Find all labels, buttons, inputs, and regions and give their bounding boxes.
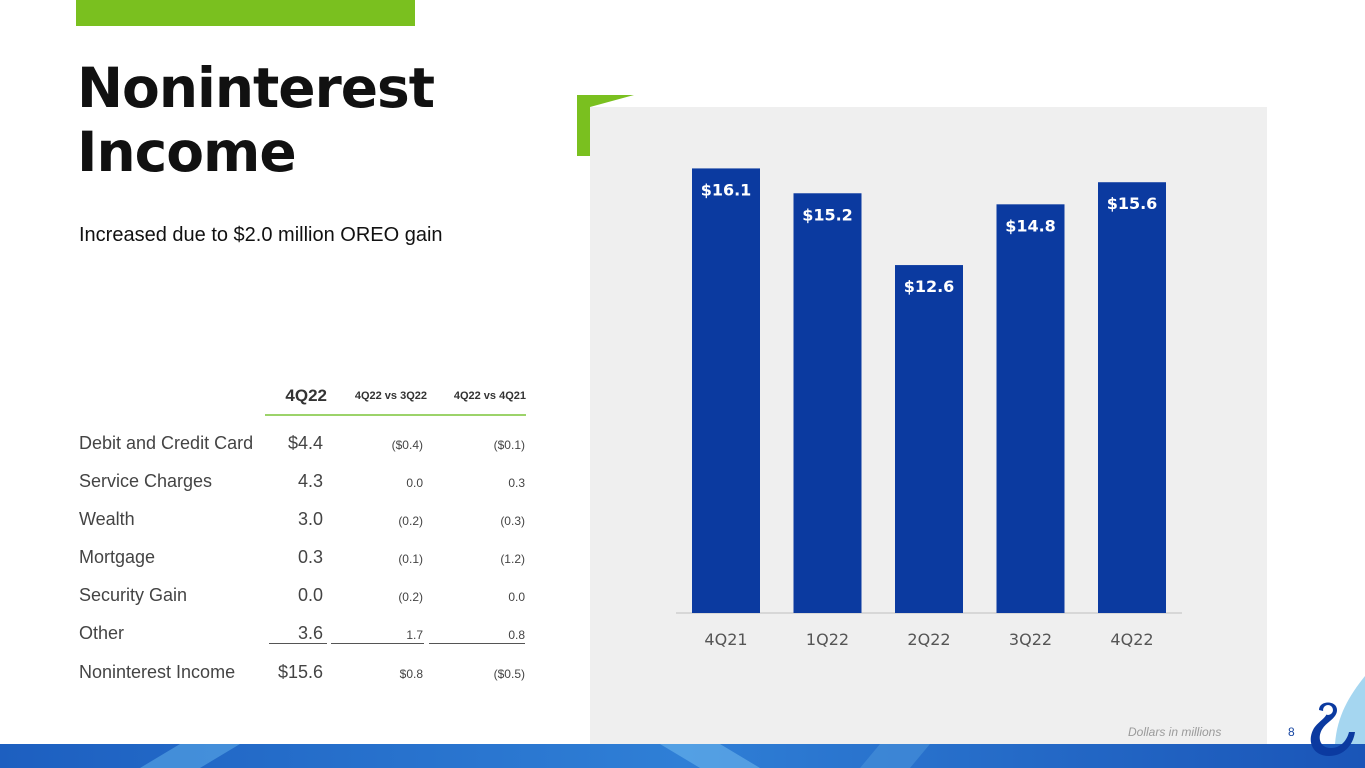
value-vs-3q22: 0.0 (406, 476, 423, 490)
table-row: Wealth 3.0 (0.2) (0.3) (79, 509, 529, 539)
footnote: Dollars in millions (1128, 725, 1222, 739)
row-label: Security Gain (79, 585, 188, 605)
value-vs-4q21: ($0.5) (493, 667, 525, 681)
value-vs-4q21: 0.3 (508, 476, 525, 490)
x-tick-label: 4Q22 (1110, 630, 1153, 649)
table-row: Service Charges 4.3 0.0 0.3 (79, 471, 529, 501)
data-label: $16.1 (701, 180, 752, 199)
green-corner-accent (577, 95, 634, 156)
x-tick-label: 2Q22 (907, 630, 950, 649)
value-vs-3q22: ($0.4) (391, 438, 423, 452)
title-line-1: Noninterest (77, 56, 435, 120)
data-label: $15.2 (802, 205, 853, 224)
column-header-4q22: 4Q22 (285, 386, 327, 405)
bar-chart: $16.1 4Q21 $15.2 1Q22 $12.6 2Q22 $14.8 3Q22 $15.… (676, 168, 1182, 649)
data-label: $12.6 (904, 277, 955, 296)
row-label: Service Charges (79, 471, 213, 491)
value-4q22: 3.0 (297, 509, 323, 529)
value-4q22: 4.3 (297, 471, 323, 491)
value-vs-4q21: (0.3) (500, 514, 525, 528)
row-label: Other (79, 623, 125, 643)
data-label: $14.8 (1005, 216, 1056, 235)
page-number: 8 (1288, 725, 1295, 739)
value-vs-3q22: (0.1) (398, 552, 423, 566)
value-4q22: 0.0 (297, 585, 323, 605)
table-row: Mortgage 0.3 (0.1) (1.2) (79, 547, 529, 577)
subtotal-underline (331, 643, 424, 644)
bar-4q21 (692, 168, 760, 613)
value-4q22: 3.6 (297, 623, 323, 643)
table-row: Other 3.6 1.7 0.8 (79, 623, 529, 653)
row-label: Noninterest Income (79, 662, 236, 682)
row-label: Mortgage (79, 547, 156, 567)
value-vs-3q22: $0.8 (399, 667, 423, 681)
value-vs-3q22: (0.2) (398, 590, 423, 604)
bar-4q22 (1098, 182, 1166, 613)
bar-1q22 (793, 193, 862, 613)
column-header-vs-4q21: 4Q22 vs 4Q21 (453, 390, 526, 402)
header-divider (265, 414, 526, 416)
row-label: Wealth (79, 509, 135, 529)
x-tick-label: 1Q22 (806, 630, 849, 649)
slide-subtitle: Increased due to $2.0 million OREO gain (79, 224, 443, 246)
value-4q22: $15.6 (277, 662, 323, 682)
slide-title: Noninterest Income (77, 56, 435, 184)
bar-3q22 (996, 204, 1065, 613)
subtotal-underline (429, 643, 525, 644)
bar-2q22 (895, 265, 963, 613)
x-tick-label: 4Q21 (704, 630, 747, 649)
value-vs-4q21: (1.2) (500, 552, 525, 566)
row-label: Debit and Credit Card (79, 433, 254, 453)
column-header-vs-3q22: 4Q22 vs 3Q22 (354, 390, 427, 402)
value-vs-3q22: 1.7 (406, 628, 423, 642)
bottom-decorative-band (0, 744, 1365, 768)
value-vs-4q21: ($0.1) (493, 438, 525, 452)
title-line-2: Income (77, 120, 297, 184)
table-row: Debit and Credit Card $4.4 ($0.4) ($0.1) (79, 433, 529, 463)
value-vs-4q21: 0.0 (508, 590, 525, 604)
table-row: Security Gain 0.0 (0.2) 0.0 (79, 585, 529, 615)
value-4q22: $4.4 (287, 433, 323, 453)
x-tick-label: 3Q22 (1009, 630, 1052, 649)
value-vs-4q21: 0.8 (508, 628, 525, 642)
accent-bar (76, 0, 415, 26)
subtotal-underline (269, 643, 327, 644)
value-4q22: 0.3 (297, 547, 323, 567)
value-vs-3q22: (0.2) (398, 514, 423, 528)
data-label: $15.6 (1107, 194, 1158, 213)
brand-logo-icon (1310, 676, 1365, 756)
table-total-row: Noninterest Income $15.6 $0.8 ($0.5) (79, 662, 529, 692)
